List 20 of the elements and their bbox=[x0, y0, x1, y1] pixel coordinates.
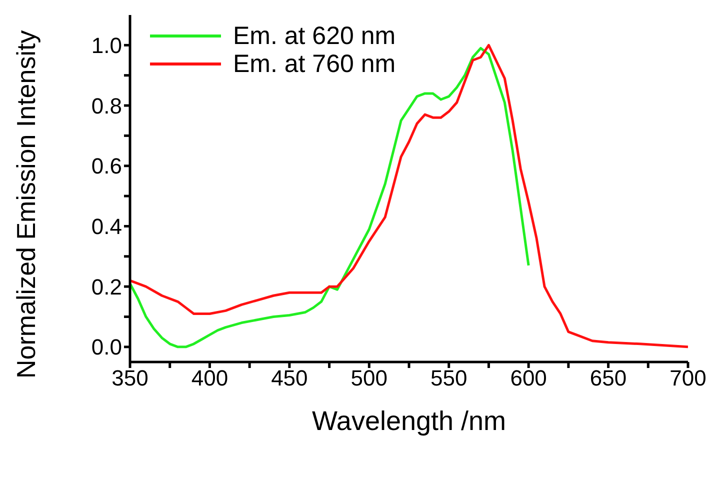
x-tick-label: 700 bbox=[670, 366, 706, 391]
x-tick-label: 350 bbox=[112, 366, 148, 391]
y-tick-label: 0.4 bbox=[91, 214, 122, 240]
y-tick-label: 0.6 bbox=[91, 154, 122, 179]
y-tick-label: 0.0 bbox=[91, 334, 122, 360]
y-tick-label: 0.8 bbox=[91, 93, 122, 118]
y-tick-label: 0.2 bbox=[91, 274, 122, 300]
x-axis-title: Wavelength /nm bbox=[312, 406, 506, 436]
line-series bbox=[130, 44, 688, 348]
x-tick-label: 600 bbox=[510, 366, 547, 391]
legend-label: Em. at 620 nm bbox=[233, 22, 396, 50]
line-series bbox=[130, 46, 530, 348]
x-tick-label: 550 bbox=[430, 366, 468, 391]
y-tick-label: 1.0 bbox=[91, 32, 122, 58]
x-tick-label: 650 bbox=[590, 366, 627, 391]
legend-label: Em. at 760 nm bbox=[233, 50, 396, 78]
x-tick-label: 400 bbox=[191, 366, 228, 391]
x-tick-label: 450 bbox=[271, 366, 308, 391]
x-tick-label: 500 bbox=[350, 366, 388, 391]
y-axis-title: Normalized Emission Intensity bbox=[11, 30, 42, 378]
